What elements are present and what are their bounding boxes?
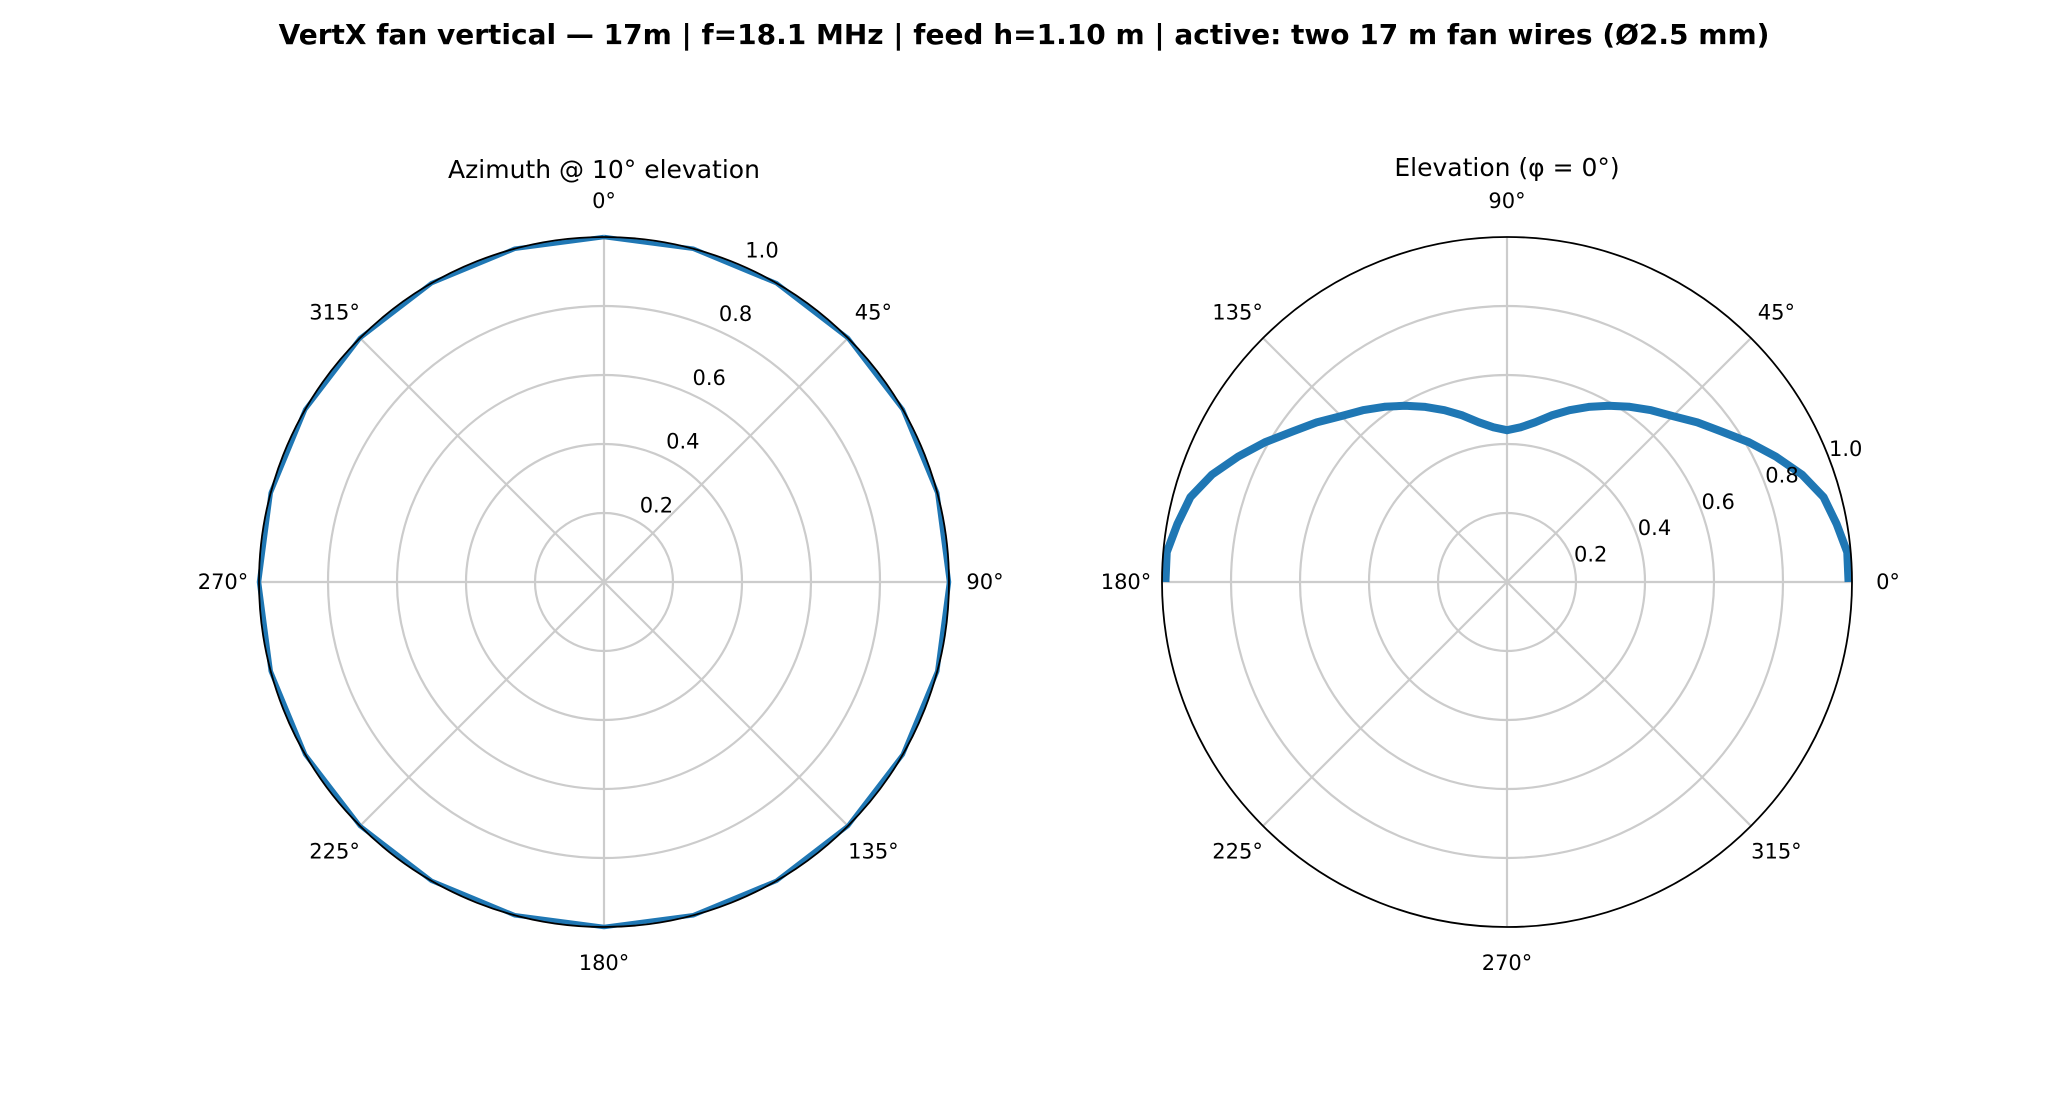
elevation-chart-title: Elevation (φ = 0°) [1394,153,1619,182]
azimuth-r-tick-label: 0.6 [692,366,725,390]
elevation-theta-gridline [1506,581,1752,827]
azimuth-theta-tick-label: 225° [309,839,360,863]
figure-title: VertX fan vertical — 17m | f=18.1 MHz | … [279,18,1770,51]
azimuth-theta-tick-label: 45° [855,301,892,325]
azimuth-theta-gridline [603,581,849,827]
elevation-theta-tick-label: 45° [1758,301,1795,325]
elevation-series-line [1161,401,1853,583]
elevation-theta-tick-label: 90° [1488,189,1525,213]
azimuth-polar-chart: Azimuth @ 10° elevation 0° 45° 90° 135° 180°… [198,155,1004,975]
azimuth-chart-title: Azimuth @ 10° elevation [448,155,760,184]
azimuth-r-tick-label: 1.0 [745,238,778,262]
elevation-polar-chart: Elevation (φ = 0°) 0° 45° 90° 135° 180° 225° 2… [1101,153,1900,975]
elevation-theta-tick-label: 270° [1482,951,1533,975]
azimuth-polar-spine [258,236,950,928]
azimuth-theta-gridline [359,337,605,583]
elevation-r-tick-label: 1.0 [1829,437,1862,461]
azimuth-theta-tick-label: 135° [848,839,899,863]
azimuth-theta-gridline [359,581,605,827]
elevation-theta-gridline [1262,337,1508,583]
elevation-theta-tick-label: 135° [1212,301,1263,325]
azimuth-r-tick-label: 0.2 [640,493,673,517]
azimuth-theta-tick-label: 0° [592,189,616,213]
azimuth-theta-tick-label: 315° [309,301,360,325]
elevation-theta-gridline [1262,581,1508,827]
azimuth-theta-tick-label: 270° [198,570,249,594]
elevation-r-tick-label: 0.6 [1701,490,1734,514]
elevation-theta-tick-label: 315° [1751,839,1802,863]
azimuth-theta-gridline [603,337,849,583]
elevation-theta-tick-label: 180° [1101,570,1152,594]
elevation-r-tick-label: 0.4 [1638,516,1671,540]
elevation-theta-tick-label: 225° [1212,839,1263,863]
azimuth-r-tick-label: 0.8 [719,302,752,326]
elevation-r-tick-label: 0.2 [1574,543,1607,567]
elevation-r-tick-label: 0.8 [1765,463,1798,487]
azimuth-theta-tick-label: 180° [579,951,630,975]
azimuth-r-tick-label: 0.4 [666,430,699,454]
azimuth-theta-tick-label: 90° [966,570,1003,594]
elevation-theta-tick-label: 0° [1876,570,1900,594]
elevation-polar-spine [1161,236,1853,928]
elevation-theta-gridline [1506,337,1752,583]
